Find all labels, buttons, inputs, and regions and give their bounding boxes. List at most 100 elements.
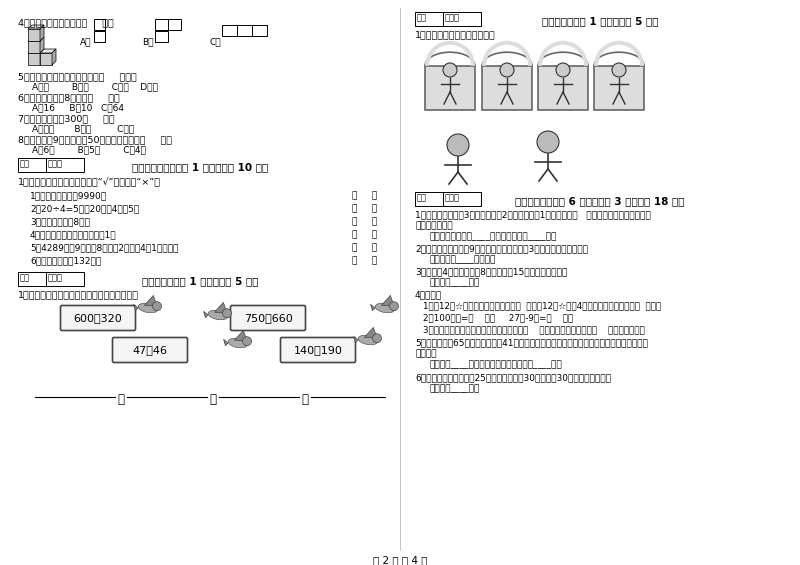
Text: 1．连一连镜子里看到的图像。: 1．连一连镜子里看到的图像。 [415, 30, 496, 39]
Text: 47＋46: 47＋46 [133, 345, 167, 355]
Text: 第 2 页 共 4 页: 第 2 页 共 4 页 [373, 555, 427, 565]
Polygon shape [134, 305, 138, 311]
Wedge shape [482, 41, 532, 66]
Text: 5．一个四位数，它的最高位是（     ）位。: 5．一个四位数，它的最高位是（ ）位。 [18, 72, 137, 81]
Polygon shape [382, 295, 394, 306]
Text: 5．停车场上有65辆小汽车，开走41辆，还剩下多少辆？又开来苦辆，现在停车场上有小汽车: 5．停车场上有65辆小汽车，开走41辆，还剩下多少辆？又开来苦辆，现在停车场上有… [415, 338, 648, 347]
Text: 2．100厘米=（    ）米     27米-9米=（    ）米: 2．100厘米=（ ）米 27米-9米=（ ）米 [423, 313, 574, 322]
Ellipse shape [228, 338, 248, 347]
Text: C、: C、 [210, 37, 222, 46]
Polygon shape [52, 49, 56, 65]
Text: 答：还剩____辆，现在停车场上有小汽车____辆。: 答：还剩____辆，现在停车场上有小汽车____辆。 [430, 360, 562, 369]
Text: 1．爸爸在商店买了3千克的水果、2千克的面粉和1千克的鸡蛋。   爸爸一共买了多少千克的东: 1．爸爸在商店买了3千克的水果、2千克的面粉和1千克的鸡蛋。 爸爸一共买了多少千… [415, 210, 650, 219]
Text: 4．两个同样大的数相除，商是1。: 4．两个同样大的数相除，商是1。 [30, 230, 117, 239]
Bar [415, 192, 443, 206]
Ellipse shape [138, 303, 158, 313]
Text: 得分: 得分 [20, 273, 30, 282]
Text: 3．课桌的高度是8米。: 3．课桌的高度是8米。 [30, 217, 90, 226]
Polygon shape [145, 295, 157, 306]
Text: 2．有两群猴子，每群9只，现把它们平均分成3组，每组有几只猴子？: 2．有两群猴子，每群9只，现把它们平均分成3组，每组有几只猴子？ [415, 244, 588, 253]
Polygon shape [28, 37, 44, 41]
Text: 8．个文具盒9元錢，平平50元錢，最多能买（     ）。: 8．个文具盒9元錢，平平50元錢，最多能买（ ）。 [18, 135, 172, 144]
Text: 西？合多少克？: 西？合多少克？ [415, 221, 453, 230]
Polygon shape [234, 331, 247, 341]
Ellipse shape [358, 335, 378, 345]
Circle shape [537, 131, 559, 153]
FancyBboxPatch shape [113, 337, 187, 363]
Bar [94, 31, 105, 42]
Text: 6．粮店第一次运进面粖25袋，第二次运进30袋，卖出30袋，还剩多少袋？: 6．粮店第一次运进面粖25袋，第二次运进30袋，卖出30袋，还剩多少袋？ [415, 373, 611, 382]
Text: （     ）: （ ） [352, 191, 377, 200]
Circle shape [612, 63, 626, 77]
Text: （     ）: （ ） [352, 204, 377, 213]
Bar [155, 19, 168, 30]
Text: 五、判断对与错（共 1 大题，共计 10 分）: 五、判断对与错（共 1 大题，共计 10 分） [132, 162, 268, 172]
Text: 七、连一连（共 1 大题，共计 5 分）: 七、连一连（共 1 大题，共计 5 分） [542, 16, 658, 26]
Text: A、厘米       B、克         C、米: A、厘米 B、克 C、米 [32, 124, 134, 133]
Text: （     ）: （ ） [352, 230, 377, 239]
Bar [40, 53, 52, 65]
Polygon shape [214, 302, 227, 313]
Text: 得分: 得分 [417, 13, 427, 22]
Polygon shape [40, 37, 44, 53]
Bar [538, 66, 588, 110]
Wedge shape [425, 41, 475, 66]
Circle shape [447, 134, 469, 156]
Text: B、: B、 [142, 37, 154, 46]
Bar [46, 158, 84, 172]
Polygon shape [28, 49, 44, 53]
Text: 3．婬婬买4盒彩笔，每盒8支，用去了15支，还剩多少支？: 3．婬婬买4盒彩笔，每盒8支，用去了15支，还剩多少支？ [415, 267, 567, 276]
Text: 评卷人: 评卷人 [48, 159, 63, 168]
Circle shape [390, 302, 398, 311]
Text: 得分: 得分 [20, 159, 30, 168]
Text: （     ）: （ ） [352, 243, 377, 252]
Text: A、16     B、10   C、64: A、16 B、10 C、64 [32, 103, 124, 112]
Text: 多少辆？: 多少辆？ [415, 349, 437, 358]
Bar [415, 12, 443, 26]
Bar [28, 29, 40, 41]
Text: 4．从正面看到的图形是（     ）。: 4．从正面看到的图形是（ ）。 [18, 18, 114, 27]
Text: 1．把12个☆平均分成３份，每份是（  ）个；12个☆，每4个分成一份，可以分成（  ）份。: 1．把12个☆平均分成３份，每份是（ ）个；12个☆，每4个分成一份，可以分成（… [423, 301, 662, 310]
Bar [443, 192, 481, 206]
Circle shape [556, 63, 570, 77]
Text: 1．我会判断，对的在括号里打“√”，错的打“×”。: 1．我会判断，对的在括号里打“√”，错的打“×”。 [18, 178, 161, 187]
Text: 答：爸爸一共买了____千克的东西，合____克。: 答：爸爸一共买了____千克的东西，合____克。 [430, 232, 558, 241]
Bar [594, 66, 644, 110]
Text: 6．两个乘数都是8，积是（     ）。: 6．两个乘数都是8，积是（ ）。 [18, 93, 120, 102]
FancyBboxPatch shape [281, 337, 355, 363]
Polygon shape [40, 49, 44, 65]
Polygon shape [40, 25, 44, 41]
Text: A、: A、 [80, 37, 91, 46]
Text: A、6个        B、5个        C、4个: A、6个 B、5个 C、4个 [32, 145, 146, 154]
Text: 750－660: 750－660 [244, 313, 292, 323]
Text: 1．最大的四位数是9990。: 1．最大的四位数是9990。 [30, 191, 107, 200]
Text: 5．4289是由9个千，8个百，2个十和4个1组成的。: 5．4289是由9个千，8个百，2个十和4个1组成的。 [30, 243, 178, 252]
Bar [222, 25, 237, 36]
Text: ＜: ＜ [209, 393, 216, 406]
Polygon shape [370, 305, 375, 311]
Bar [94, 19, 105, 30]
Text: （     ）: （ ） [352, 217, 377, 226]
Wedge shape [594, 41, 644, 66]
Circle shape [222, 308, 231, 318]
Bar [18, 272, 46, 286]
Ellipse shape [208, 310, 228, 320]
FancyBboxPatch shape [230, 306, 306, 331]
Text: ＜: ＜ [301, 393, 308, 406]
Text: 答：每组有____只猴子。: 答：每组有____只猴子。 [430, 255, 496, 264]
Text: 6．小红的身高是132米。: 6．小红的身高是132米。 [30, 256, 102, 265]
Bar [18, 158, 46, 172]
Text: 7．一棵树的高度300（     ）。: 7．一棵树的高度300（ ）。 [18, 114, 114, 123]
Circle shape [153, 302, 162, 311]
Bar [28, 53, 40, 65]
Text: （     ）: （ ） [352, 256, 377, 265]
Text: 八、解决问题（共 6 小题，每题 3 分，共计 18 分）: 八、解决问题（共 6 小题，每题 3 分，共计 18 分） [515, 196, 685, 206]
Bar [482, 66, 532, 110]
Text: ＜: ＜ [117, 393, 124, 406]
Text: 六、比一比（共 1 大题，共计 5 分）: 六、比一比（共 1 大题，共计 5 分） [142, 276, 258, 286]
Text: A、千        B、百        C、十    D、个: A、千 B、百 C、十 D、个 [32, 82, 158, 91]
Text: 3．画一条３厘米长的线段，一般应从尺的（    ）刻度开始描起，画到（    ）厘米的地方。: 3．画一条３厘米长的线段，一般应从尺的（ ）刻度开始描起，画到（ ）厘米的地方。 [423, 325, 645, 334]
Bar [28, 41, 40, 53]
Polygon shape [354, 336, 358, 343]
Bar [425, 66, 475, 110]
